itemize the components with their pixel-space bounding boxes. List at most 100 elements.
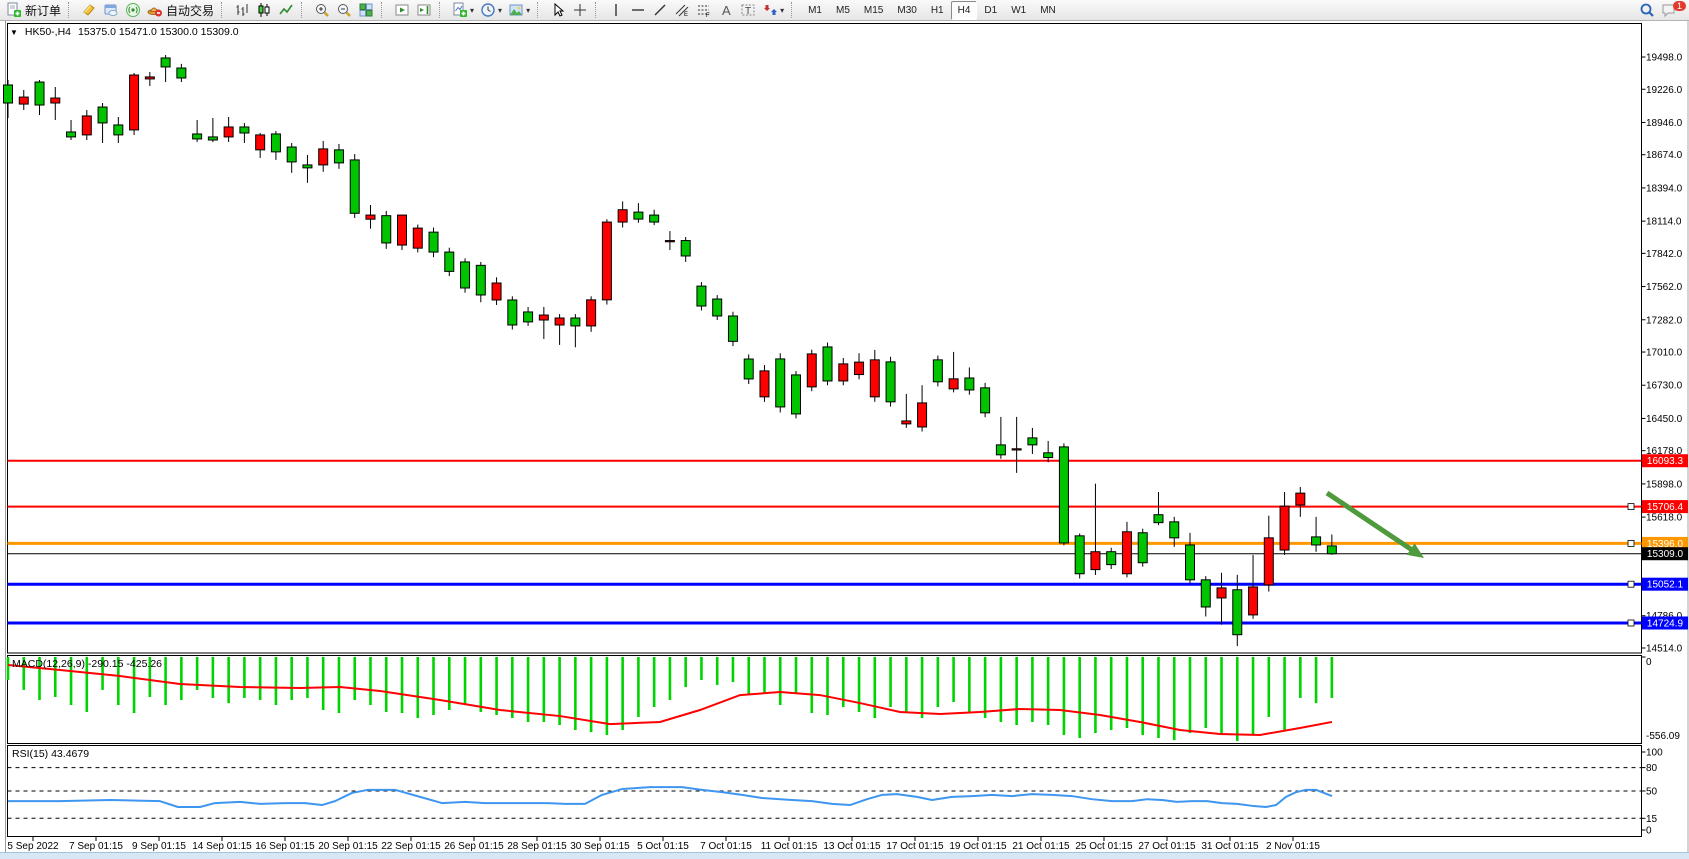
chart-shift-button[interactable] [413,1,435,20]
y-axis-label: 19226.0 [1646,85,1683,96]
x-axis-label: 21 Oct 01:15 [1012,841,1070,852]
x-axis-label: 25 Oct 01:15 [1075,841,1133,852]
candle [980,387,991,414]
notifications-button[interactable]: 1 [1658,1,1689,20]
candle [1295,492,1306,506]
timeframe-h1-button[interactable]: H1 [930,4,944,16]
signals-button[interactable] [122,1,144,20]
data-window-button[interactable] [100,1,122,20]
vertical-line-button[interactable] [605,1,627,20]
fibonacci-button[interactable]: F [693,1,715,20]
text-label-button[interactable]: T [737,1,759,20]
y-axis-label: 15898.0 [1646,479,1683,490]
price-line-handle[interactable] [1627,619,1635,627]
svg-text:T: T [745,6,751,17]
rsi-level-label: 50 [1646,787,1658,798]
tile-windows-button[interactable] [355,1,377,20]
crosshair-button[interactable] [569,1,591,20]
cursor-button[interactable] [547,1,569,20]
timeframe-m1-button[interactable]: M1 [808,4,822,16]
autotrading-button[interactable]: 自动交易 [144,1,217,20]
timeframe-d1-button[interactable]: D1 [984,4,998,16]
candle [1248,586,1259,616]
timeframe-h4-button[interactable]: H4 [950,0,978,20]
y-axis-label: 17010.0 [1646,348,1683,359]
new-chart-button[interactable]: ▾ [449,1,477,20]
candle [34,81,45,106]
price-line-handle[interactable] [1627,540,1635,547]
text-button[interactable]: A [715,1,737,20]
new-order-button[interactable]: 新订单 [3,1,64,20]
candle [365,214,376,220]
timeframe-mn-button[interactable]: MN [1040,4,1056,16]
candle [223,126,234,138]
hline-icon [632,9,645,11]
chevron-down-icon[interactable]: ▾ [526,5,531,15]
price-line-handle[interactable] [1627,503,1635,511]
x-axis-label: 17 Oct 01:15 [886,841,944,852]
candle [664,240,675,243]
x-axis-label: 13 Oct 01:15 [823,841,881,852]
arrows-icon [764,5,778,15]
chevron-down-icon[interactable]: ▾ [470,5,475,15]
trend-arrow-head[interactable] [1406,543,1424,558]
periods-button[interactable]: ▾ [477,1,505,20]
candle [475,264,486,296]
candle [286,146,297,163]
chevron-down-icon[interactable]: ▾ [780,5,785,15]
candle [397,214,407,246]
x-axis-label: 30 Sep 01:15 [570,841,630,852]
candle [948,378,959,390]
candle [1106,551,1117,566]
candle [727,315,738,342]
candle [1311,536,1322,546]
price-tag [1642,547,1688,561]
collapse-icon[interactable]: ▼ [10,27,18,37]
candle [570,317,581,327]
macd-signal-line [7,664,1333,736]
line-chart-button[interactable] [275,1,297,20]
y-axis-label: 16730.0 [1646,381,1683,392]
x-axis-label: 19 Oct 01:15 [949,841,1007,852]
price-line-handle[interactable] [1627,580,1635,588]
candlestick-chart-button[interactable] [253,1,275,20]
horizontal-line-button[interactable] [627,1,649,20]
candle [81,115,92,136]
arrows-button[interactable]: ▾ [759,1,787,20]
candle [601,221,612,301]
y-axis-label: 16450.0 [1646,414,1683,425]
search-button[interactable] [1636,1,1658,20]
price-tag [1642,500,1688,514]
equidistant-channel-button[interactable]: E [671,1,693,20]
timeframe-w1-button[interactable]: W1 [1011,4,1027,16]
candle-chart-icon [258,3,270,17]
macd-panel[interactable] [7,655,1642,744]
market-watch-button[interactable] [78,1,100,20]
candle [554,317,565,326]
x-axis-label: 7 Sep 01:15 [69,841,123,852]
candle [696,285,707,307]
trendline-button[interactable] [649,1,671,20]
zoom-in-button[interactable] [311,1,333,20]
y-axis-label: 17842.0 [1646,249,1683,260]
zoom-in-icon [316,4,329,17]
zoom-out-button[interactable] [333,1,355,20]
toolbar-separator [301,2,308,18]
candle [743,358,754,380]
auto-scroll-button[interactable] [391,1,413,20]
trend-arrow[interactable] [1325,490,1416,554]
candle [995,444,1006,456]
timeframe-m30-button[interactable]: M30 [897,4,917,16]
x-axis-label: 9 Sep 01:15 [132,841,186,852]
timeframe-m5-button[interactable]: M5 [836,4,850,16]
main-chart-panel[interactable] [7,23,1642,654]
timeframe-m15-button[interactable]: M15 [863,4,884,16]
bar-chart-button[interactable] [231,1,253,20]
candle [838,363,849,382]
price-tag-label: 15396.0 [1647,539,1684,550]
x-axis-label: 16 Sep 01:15 [255,841,315,852]
templates-button[interactable]: ▾ [505,1,533,20]
candle [1090,551,1101,571]
chevron-down-icon[interactable]: ▾ [498,5,503,15]
